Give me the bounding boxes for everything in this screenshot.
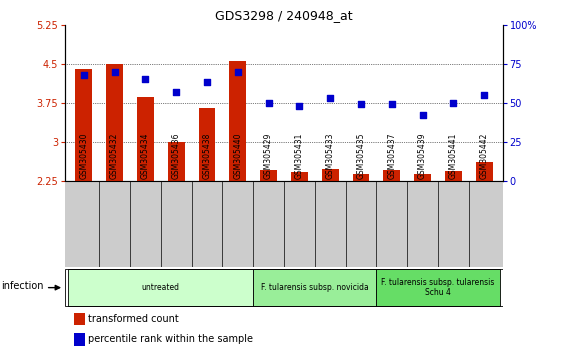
- Point: [80, 72, 89, 78]
- Point: [172, 89, 181, 95]
- Bar: [68, 269, 253, 306]
- Point: [325, 95, 335, 101]
- Point: [295, 103, 304, 109]
- Bar: [476, 162, 492, 181]
- Point: [479, 92, 488, 98]
- Text: F. tularensis subsp. novicida: F. tularensis subsp. novicida: [261, 283, 369, 292]
- Bar: [414, 174, 431, 181]
- Point: [264, 100, 273, 105]
- Point: [233, 69, 243, 74]
- Bar: [377, 269, 500, 306]
- Bar: [260, 170, 277, 181]
- Text: untreated: untreated: [142, 283, 180, 292]
- Bar: [74, 313, 85, 325]
- Point: [357, 101, 366, 107]
- Text: transformed count: transformed count: [88, 314, 179, 324]
- Bar: [291, 172, 308, 181]
- Point: [449, 100, 458, 105]
- Title: GDS3298 / 240948_at: GDS3298 / 240948_at: [215, 9, 353, 22]
- Bar: [383, 170, 400, 181]
- Point: [141, 76, 150, 82]
- Bar: [74, 333, 85, 346]
- Bar: [321, 169, 339, 181]
- Bar: [137, 97, 154, 181]
- Bar: [445, 171, 462, 181]
- Bar: [76, 69, 92, 181]
- Point: [110, 69, 119, 74]
- Bar: [253, 269, 377, 306]
- Point: [418, 112, 427, 118]
- Text: infection: infection: [1, 281, 44, 291]
- Bar: [229, 61, 247, 181]
- Bar: [353, 174, 369, 181]
- Text: percentile rank within the sample: percentile rank within the sample: [88, 334, 253, 344]
- Point: [202, 80, 211, 85]
- Bar: [168, 142, 185, 181]
- Bar: [199, 108, 215, 181]
- Text: F. tularensis subsp. tularensis
Schu 4: F. tularensis subsp. tularensis Schu 4: [381, 278, 495, 297]
- Bar: [106, 64, 123, 181]
- Point: [387, 101, 396, 107]
